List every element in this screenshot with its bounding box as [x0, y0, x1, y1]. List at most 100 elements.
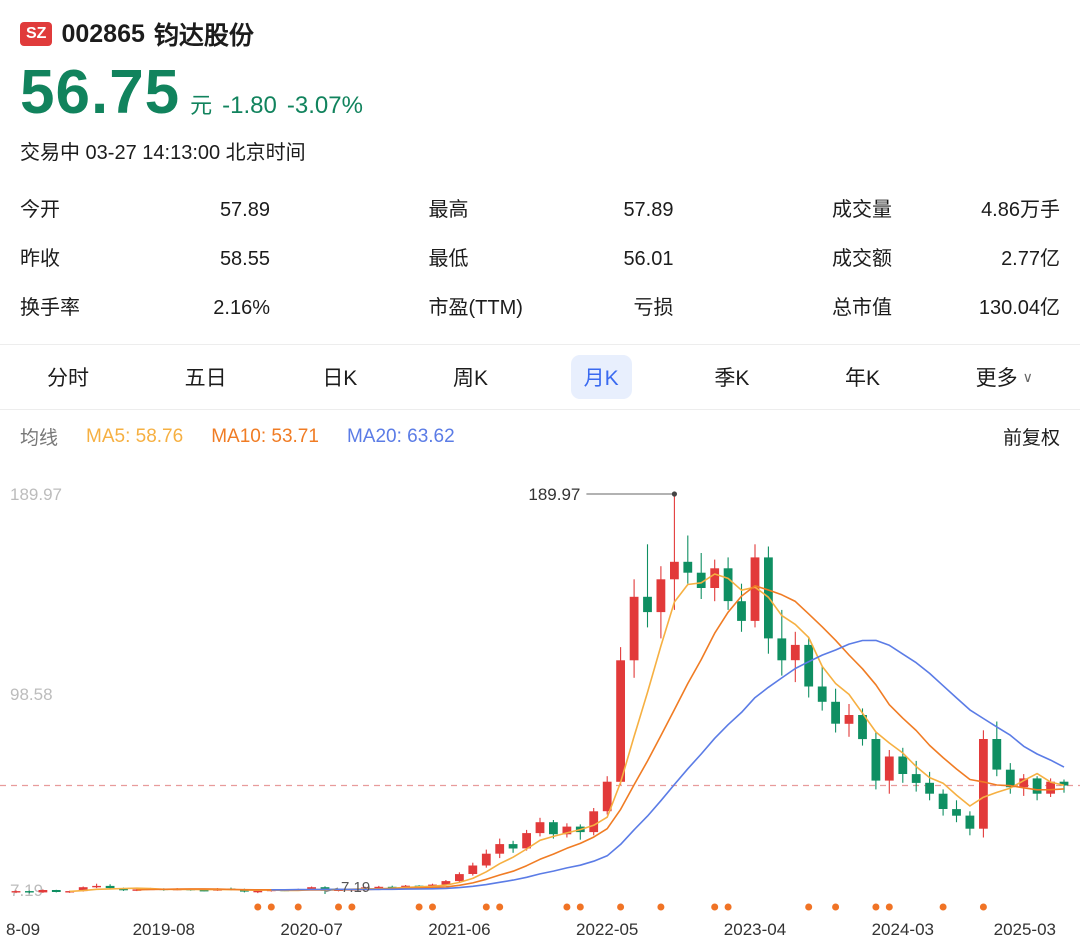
- stat-label: 市盈(TTM): [428, 297, 523, 319]
- dividend-event-dot[interactable]: [939, 903, 947, 911]
- dividend-event-dot[interactable]: [496, 903, 504, 911]
- more-label: 更多: [975, 367, 1018, 390]
- candle-body: [898, 756, 908, 774]
- ma-title: 均线: [20, 428, 59, 449]
- stat-value: 56.01: [623, 248, 674, 270]
- more-button[interactable]: 更多 ∨: [963, 355, 1046, 399]
- stat-value: 2.77亿: [1001, 248, 1060, 270]
- dividend-event-dot[interactable]: [832, 903, 840, 911]
- dividend-event-dot[interactable]: [563, 903, 571, 911]
- candle-body: [804, 644, 814, 687]
- candle-body: [78, 887, 88, 892]
- tab-monthly-k[interactable]: 月K: [570, 355, 632, 399]
- tab-weekly-k[interactable]: 周K: [452, 367, 488, 390]
- dividend-event-dot[interactable]: [267, 903, 275, 911]
- dividend-event-dot[interactable]: [415, 903, 423, 911]
- candle-body: [508, 844, 518, 849]
- tab-minute[interactable]: 分时: [47, 367, 89, 390]
- stat-row: 昨收 58.55: [20, 242, 270, 271]
- dividend-event-dot[interactable]: [294, 903, 302, 911]
- dividend-event-dot[interactable]: [617, 903, 625, 911]
- candle-body: [979, 739, 988, 829]
- svg-text:189.97: 189.97: [528, 485, 580, 504]
- ma5-value: MA5: 58.76: [86, 425, 184, 447]
- dividend-event-dot[interactable]: [429, 903, 436, 911]
- stat-label: 成交量: [832, 199, 892, 221]
- candle-body: [643, 596, 652, 613]
- candle-body: [105, 885, 115, 889]
- tab-daily-k[interactable]: 日K: [322, 367, 358, 390]
- dividend-event-dot[interactable]: [254, 903, 262, 911]
- dividend-event-dot[interactable]: [711, 903, 719, 911]
- stat-row: 成交额 2.77亿: [832, 242, 1060, 271]
- period-tabs: 分时 五日 日K 周K 月K 季K 年K 更多 ∨: [0, 344, 1080, 410]
- dividend-event-dot[interactable]: [979, 903, 987, 911]
- candle-body: [307, 887, 316, 890]
- stat-value: 58.55: [219, 248, 270, 270]
- tab-quarterly-k[interactable]: 季K: [714, 367, 750, 390]
- candle-body: [468, 865, 478, 874]
- dividend-event-dot[interactable]: [805, 903, 813, 911]
- candle-body: [952, 809, 961, 816]
- candle-body: [38, 890, 48, 893]
- candle-body: [710, 568, 720, 588]
- monthly-kline-chart[interactable]: 189.97 98.58 7.19 189.97 7.19 8-09 2019-08 2020…: [0, 459, 1080, 945]
- currency-unit: 元: [190, 93, 213, 118]
- stat-row: 市盈(TTM) 亏损: [429, 291, 674, 320]
- svg-text:189.97: 189.97: [10, 485, 62, 504]
- stat-row: 最低 56.01: [429, 242, 674, 271]
- adjust-mode-button[interactable]: 前复权: [1002, 428, 1060, 449]
- candle-body: [616, 660, 625, 782]
- candle-body: [790, 644, 800, 661]
- candle-body: [884, 756, 894, 781]
- dividend-event-dot[interactable]: [348, 903, 356, 911]
- tab-five-day[interactable]: 五日: [184, 367, 227, 390]
- stat-row: 今开 57.89: [20, 193, 270, 222]
- stat-label: 总市值: [832, 297, 892, 319]
- candle-body: [455, 874, 464, 882]
- header: SZ 002865 钧达股份 56.75 元 -1.80 -3.07% 交易中 …: [0, 0, 1080, 165]
- ma5-line: [69, 573, 1065, 893]
- candle-body: [858, 715, 867, 740]
- dividend-event-dot[interactable]: [657, 903, 665, 911]
- trading-status: 交易中 03-27 14:13:00 北京时间: [20, 142, 306, 164]
- stat-row: 最高 57.89: [429, 193, 674, 222]
- dividend-event-dot[interactable]: [335, 903, 342, 911]
- candle-body: [831, 701, 840, 724]
- dividend-event-dot[interactable]: [724, 903, 732, 911]
- ma10-value: MA10: 53.71: [211, 425, 319, 447]
- candle-body: [629, 596, 639, 661]
- dividend-event-dot[interactable]: [482, 903, 490, 911]
- candle-body: [199, 890, 209, 892]
- tab-yearly-k[interactable]: 年K: [845, 367, 881, 390]
- stats-grid: 今开 57.89 最高 57.89 成交量 4.86万手 昨收 58.55 最低 56.01 成交额…: [0, 165, 1080, 344]
- x-axis-labels: 8-09 2019-08 2020-07 2021-06 2022-05 2023-04 2…: [6, 920, 1056, 939]
- ma20-line: [271, 639, 1065, 891]
- candle-body: [253, 890, 263, 893]
- candle-body: [132, 889, 142, 891]
- candle-body: [92, 885, 101, 888]
- svg-text:2025-03: 2025-03: [994, 920, 1056, 939]
- candle-body: [25, 891, 34, 893]
- svg-text:2021-06: 2021-06: [428, 920, 490, 939]
- svg-text:7.19: 7.19: [10, 881, 43, 900]
- candle-body: [670, 561, 679, 580]
- dividend-event-dot[interactable]: [885, 903, 893, 911]
- candle-body: [374, 886, 384, 889]
- candle-body: [65, 891, 75, 893]
- dividend-event-dot[interactable]: [872, 903, 880, 911]
- candle-body: [441, 881, 451, 885]
- candle-body: [589, 811, 599, 833]
- event-dots-layer: [254, 903, 987, 911]
- y-axis-labels: 189.97 98.58 7.19: [10, 485, 62, 900]
- candle-body: [535, 822, 545, 834]
- svg-text:8-09: 8-09: [6, 920, 40, 939]
- stat-value: 130.04亿: [978, 297, 1060, 319]
- candle-body: [925, 782, 934, 794]
- svg-text:2020-07: 2020-07: [280, 920, 342, 939]
- price-row: 56.75 元 -1.80 -3.07%: [20, 62, 1060, 124]
- dividend-event-dot[interactable]: [576, 903, 584, 911]
- candle-body: [723, 568, 733, 602]
- candle-body: [1046, 781, 1055, 794]
